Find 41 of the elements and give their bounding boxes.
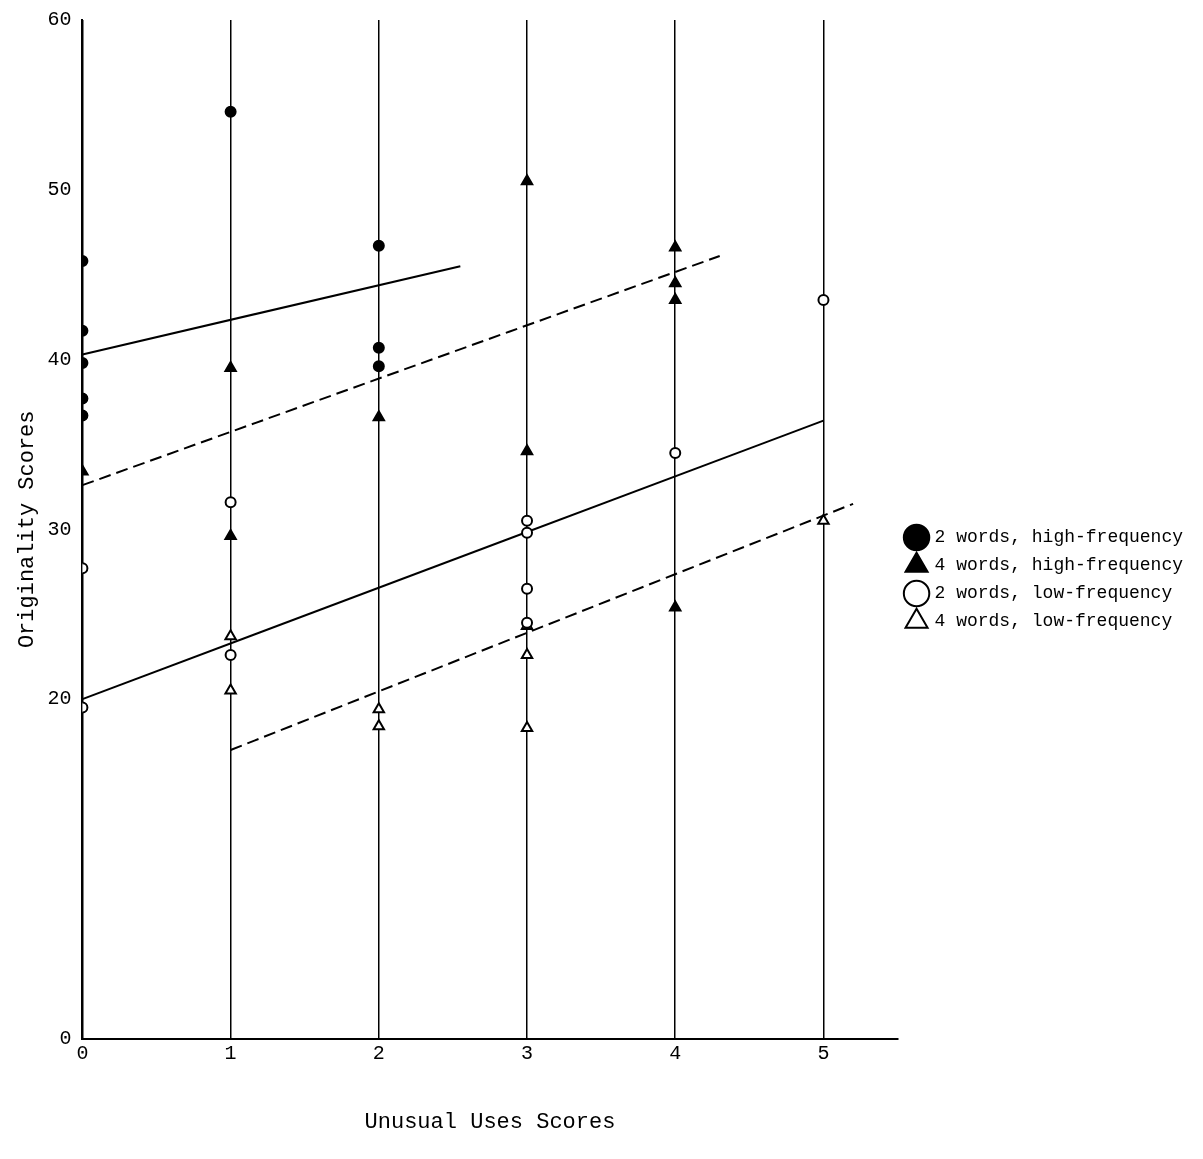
point <box>520 174 534 186</box>
point <box>521 526 534 539</box>
y-tick-label: 30 <box>47 517 72 541</box>
point <box>372 702 386 714</box>
legend-label: 4 words, low-frequency <box>934 611 1173 632</box>
point <box>224 361 237 373</box>
x-tick-label: 3 <box>521 1041 534 1065</box>
y-tick-label: 0 <box>59 1026 72 1050</box>
legend-label: 2 words, low-frequency <box>934 583 1173 604</box>
point <box>669 446 682 459</box>
point <box>669 600 682 612</box>
point <box>520 444 534 456</box>
legend-label: 2 words, high-frequency <box>934 527 1184 548</box>
point <box>520 720 534 732</box>
point <box>372 410 386 422</box>
y-axis-title: Originality Scores <box>15 410 41 649</box>
x-tick-label: 5 <box>817 1041 830 1065</box>
point <box>817 513 830 525</box>
point <box>669 240 682 252</box>
x-tick-label: 2 <box>372 1041 385 1065</box>
point <box>224 629 237 641</box>
x-tick-label: 1 <box>224 1041 237 1065</box>
y-tick-label: 20 <box>47 687 72 711</box>
point <box>669 276 682 288</box>
point <box>521 514 534 527</box>
point <box>520 647 534 659</box>
point <box>224 529 237 541</box>
point <box>669 293 682 305</box>
point <box>521 582 534 595</box>
y-tick-label: 50 <box>47 178 72 202</box>
x-tick-label: 0 <box>76 1041 89 1065</box>
point <box>224 648 237 661</box>
x-axis-title: Unusual Uses Scores <box>364 1109 616 1135</box>
point <box>224 683 237 695</box>
point <box>224 496 237 509</box>
legend-label: 4 words, high-frequency <box>934 555 1184 576</box>
y-tick-label: 40 <box>47 347 72 371</box>
x-tick-label: 4 <box>669 1041 682 1065</box>
point <box>817 294 830 307</box>
point <box>372 719 386 731</box>
y-tick-label: 60 <box>47 8 72 32</box>
